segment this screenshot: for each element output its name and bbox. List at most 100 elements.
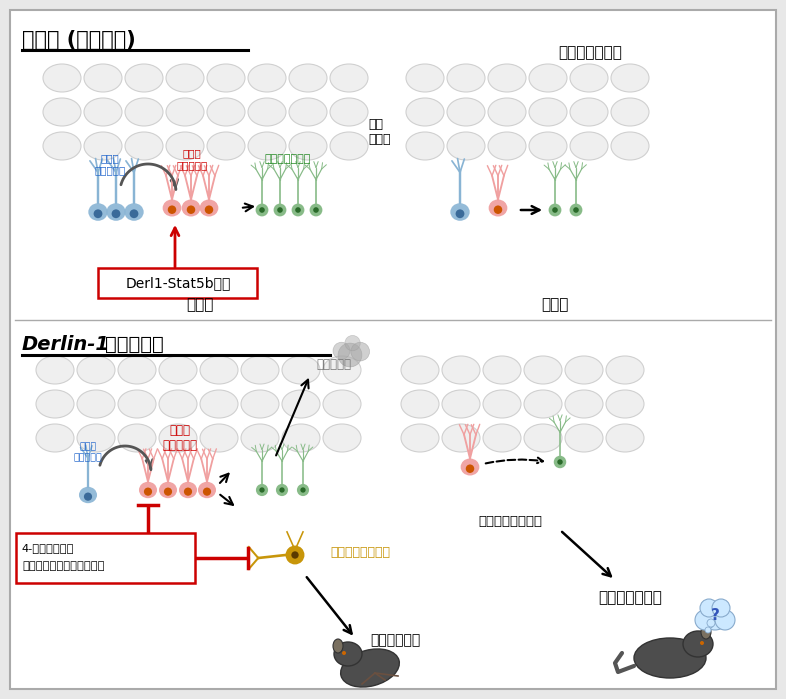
Ellipse shape: [611, 132, 649, 160]
Ellipse shape: [683, 631, 713, 657]
Circle shape: [292, 552, 299, 559]
Circle shape: [310, 203, 322, 217]
Ellipse shape: [179, 482, 197, 498]
Circle shape: [557, 459, 563, 465]
Ellipse shape: [323, 390, 361, 418]
Ellipse shape: [200, 199, 219, 217]
Ellipse shape: [248, 98, 286, 126]
Ellipse shape: [200, 390, 238, 418]
Ellipse shape: [488, 98, 526, 126]
Text: 老齢期: 老齢期: [542, 298, 569, 312]
Ellipse shape: [447, 132, 485, 160]
Circle shape: [700, 599, 718, 617]
Ellipse shape: [200, 424, 238, 452]
Circle shape: [285, 545, 304, 565]
Circle shape: [94, 210, 102, 218]
Ellipse shape: [125, 64, 163, 92]
Ellipse shape: [36, 424, 74, 452]
Ellipse shape: [282, 356, 320, 384]
Circle shape: [277, 207, 283, 212]
Ellipse shape: [529, 132, 567, 160]
Ellipse shape: [118, 390, 156, 418]
Text: 野生型 (通常状態): 野生型 (通常状態): [22, 30, 136, 50]
Text: Derlin-1: Derlin-1: [22, 335, 110, 354]
Ellipse shape: [182, 199, 200, 217]
Ellipse shape: [166, 132, 204, 160]
Ellipse shape: [323, 356, 361, 384]
Ellipse shape: [565, 424, 603, 452]
Ellipse shape: [611, 98, 649, 126]
Circle shape: [549, 203, 561, 217]
Ellipse shape: [289, 132, 327, 160]
Ellipse shape: [282, 390, 320, 418]
Ellipse shape: [241, 424, 279, 452]
Ellipse shape: [570, 64, 608, 92]
Ellipse shape: [447, 64, 485, 92]
Ellipse shape: [125, 98, 163, 126]
Ellipse shape: [159, 356, 197, 384]
Ellipse shape: [447, 98, 485, 126]
Ellipse shape: [483, 356, 521, 384]
Ellipse shape: [401, 390, 439, 418]
Ellipse shape: [334, 642, 362, 666]
Ellipse shape: [125, 132, 163, 160]
Ellipse shape: [77, 390, 115, 418]
Ellipse shape: [289, 98, 327, 126]
Circle shape: [351, 343, 369, 361]
Ellipse shape: [43, 64, 81, 92]
Ellipse shape: [43, 98, 81, 126]
Ellipse shape: [461, 459, 479, 475]
Circle shape: [553, 207, 558, 212]
Ellipse shape: [524, 390, 562, 418]
Circle shape: [203, 487, 211, 496]
Circle shape: [707, 619, 715, 627]
Ellipse shape: [106, 203, 126, 221]
Ellipse shape: [166, 64, 204, 92]
Ellipse shape: [442, 356, 480, 384]
FancyBboxPatch shape: [16, 533, 195, 583]
Text: てんかん発作: てんかん発作: [370, 633, 421, 647]
Text: 活性化
神経幹細胞: 活性化 神経幹細胞: [163, 424, 197, 452]
Ellipse shape: [36, 356, 74, 384]
Circle shape: [333, 343, 350, 359]
Ellipse shape: [524, 356, 562, 384]
Ellipse shape: [79, 487, 97, 503]
Text: 静止期
神経幹細胞: 静止期 神経幹細胞: [94, 153, 126, 175]
Ellipse shape: [340, 649, 399, 687]
Circle shape: [701, 602, 729, 630]
FancyBboxPatch shape: [10, 10, 776, 689]
Ellipse shape: [483, 424, 521, 452]
Ellipse shape: [529, 98, 567, 126]
Circle shape: [342, 651, 346, 655]
Text: 活性化
神経幹細胞: 活性化 神経幹細胞: [176, 148, 208, 170]
Circle shape: [187, 206, 195, 214]
Ellipse shape: [565, 356, 603, 384]
Ellipse shape: [611, 64, 649, 92]
Ellipse shape: [43, 132, 81, 160]
Circle shape: [705, 627, 711, 633]
Ellipse shape: [488, 132, 526, 160]
Ellipse shape: [118, 424, 156, 452]
Circle shape: [164, 487, 172, 496]
Ellipse shape: [139, 482, 157, 498]
Circle shape: [279, 487, 285, 493]
Ellipse shape: [159, 390, 197, 418]
Circle shape: [296, 207, 301, 212]
Ellipse shape: [198, 482, 216, 498]
Ellipse shape: [159, 424, 197, 452]
Ellipse shape: [570, 98, 608, 126]
Ellipse shape: [406, 132, 444, 160]
Circle shape: [259, 487, 265, 493]
Ellipse shape: [483, 390, 521, 418]
Circle shape: [167, 206, 176, 214]
Text: 神経幹細胞の枯渇: 神経幹細胞の枯渇: [478, 515, 542, 528]
Text: 異所性ニューロン: 異所性ニューロン: [330, 545, 390, 559]
Circle shape: [313, 207, 319, 212]
Ellipse shape: [701, 625, 711, 639]
Circle shape: [715, 610, 735, 630]
Ellipse shape: [36, 390, 74, 418]
Circle shape: [130, 210, 138, 218]
Ellipse shape: [241, 390, 279, 418]
Circle shape: [259, 207, 265, 212]
Ellipse shape: [207, 132, 245, 160]
